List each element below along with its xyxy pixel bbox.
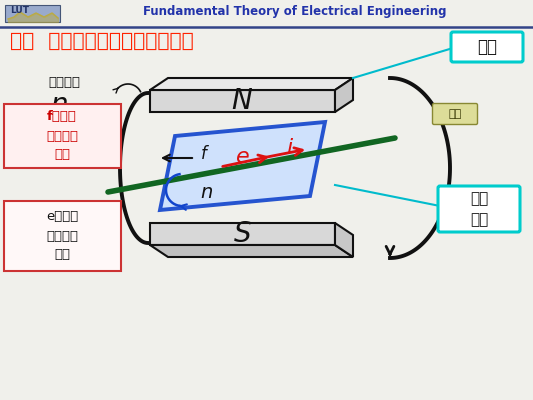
- Text: $n_0$: $n_0$: [50, 92, 80, 120]
- FancyBboxPatch shape: [4, 104, 121, 168]
- FancyBboxPatch shape: [5, 5, 60, 22]
- Text: f方向用
左手定则
确定: f方向用 左手定则 确定: [46, 110, 78, 162]
- Text: e方向用
右手定则
确定: e方向用 右手定则 确定: [46, 210, 78, 262]
- FancyBboxPatch shape: [438, 186, 520, 232]
- Text: 磁铁: 磁铁: [477, 38, 497, 56]
- FancyBboxPatch shape: [451, 32, 523, 62]
- Text: 闭合
线圈: 闭合 线圈: [470, 191, 488, 227]
- Text: $f$: $f$: [200, 145, 210, 163]
- Polygon shape: [150, 223, 335, 245]
- Polygon shape: [335, 223, 353, 257]
- FancyBboxPatch shape: [432, 104, 478, 124]
- Text: $N$: $N$: [231, 87, 254, 115]
- Polygon shape: [150, 90, 335, 112]
- Text: LUT: LUT: [10, 6, 29, 15]
- Polygon shape: [150, 245, 353, 257]
- Polygon shape: [150, 78, 353, 90]
- Text: $e$: $e$: [235, 147, 249, 167]
- Text: $S$: $S$: [233, 220, 252, 248]
- Text: 二、  三相异步电动机的工作原理: 二、 三相异步电动机的工作原理: [10, 32, 194, 51]
- Polygon shape: [335, 78, 353, 112]
- Polygon shape: [160, 122, 325, 210]
- Text: $i$: $i$: [286, 138, 294, 158]
- Text: $n$: $n$: [200, 184, 213, 202]
- Text: Fundamental Theory of Electrical Engineering: Fundamental Theory of Electrical Enginee…: [143, 4, 447, 18]
- Text: 磁场旋转: 磁场旋转: [48, 76, 80, 88]
- FancyBboxPatch shape: [4, 201, 121, 271]
- Text: 动画: 动画: [448, 109, 462, 119]
